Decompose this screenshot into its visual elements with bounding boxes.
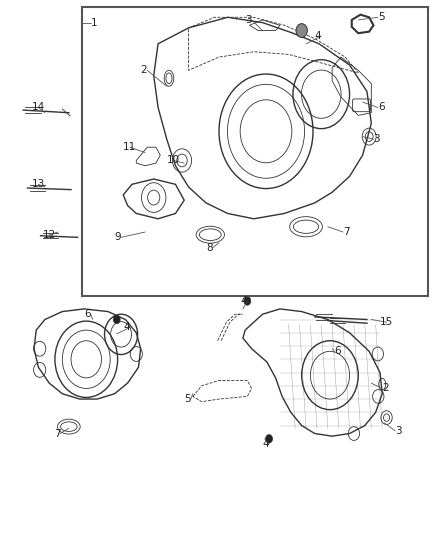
Text: 3: 3 [374, 134, 380, 144]
Text: 7: 7 [343, 227, 350, 237]
Text: 4: 4 [123, 322, 130, 333]
Text: 5: 5 [184, 394, 191, 404]
Circle shape [113, 316, 120, 324]
Text: 2: 2 [382, 383, 389, 393]
Bar [82, 7, 428, 296]
Text: 6: 6 [378, 102, 385, 112]
Text: 10: 10 [167, 156, 180, 165]
Text: 6: 6 [334, 346, 341, 357]
Text: 14: 14 [32, 102, 45, 112]
Text: 4: 4 [262, 439, 269, 449]
Circle shape [244, 297, 251, 305]
Text: 4: 4 [241, 296, 247, 306]
Circle shape [265, 434, 272, 443]
Text: 6: 6 [84, 309, 91, 319]
Text: 3: 3 [245, 15, 252, 25]
Text: 7: 7 [53, 429, 60, 439]
Circle shape [296, 23, 307, 37]
Text: 8: 8 [206, 243, 212, 253]
Text: 11: 11 [123, 142, 137, 152]
Text: 1: 1 [91, 18, 97, 28]
Text: 4: 4 [315, 31, 321, 41]
Text: 5: 5 [378, 12, 385, 22]
Text: 3: 3 [395, 426, 402, 436]
Text: 9: 9 [115, 232, 121, 243]
Text: 13: 13 [32, 179, 45, 189]
Text: 12: 12 [43, 230, 56, 240]
Text: 2: 2 [141, 66, 147, 75]
Text: 15: 15 [380, 317, 393, 327]
